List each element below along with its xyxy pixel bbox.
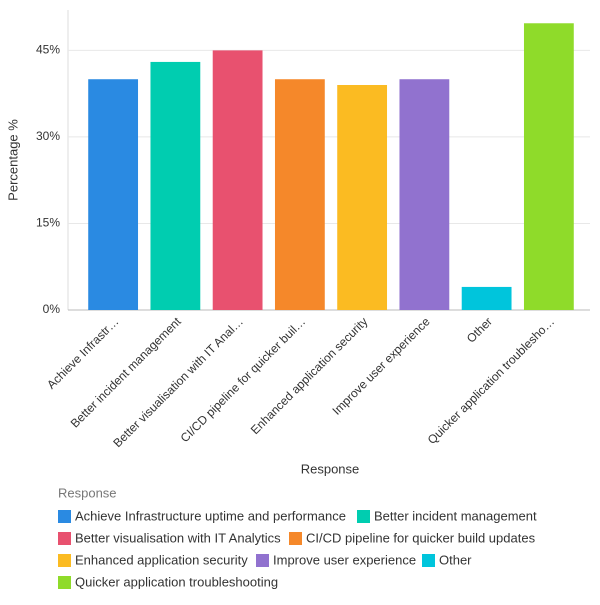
legend-swatch xyxy=(256,554,269,567)
x-tick-label: Better incident management xyxy=(68,314,184,430)
bar xyxy=(274,79,325,310)
legend-swatch xyxy=(289,532,302,545)
legend-label: Better incident management xyxy=(374,508,537,523)
legend-swatch xyxy=(58,532,71,545)
x-tick-label: Other xyxy=(464,314,495,345)
legend-title: Response xyxy=(58,485,117,500)
legend-swatch xyxy=(422,554,435,567)
bar xyxy=(212,50,263,311)
legend-label: Achieve Infrastructure uptime and perfor… xyxy=(75,508,346,523)
legend-label: Quicker application troubleshooting xyxy=(75,574,278,589)
bar xyxy=(150,61,201,310)
legend-swatch xyxy=(357,510,370,523)
legend-swatch xyxy=(58,576,71,589)
bar xyxy=(337,85,388,310)
bar xyxy=(399,79,450,310)
x-tick-label: Better visualisation with IT Anal… xyxy=(110,314,246,450)
y-axis-title: Percentage % xyxy=(5,119,20,201)
bar xyxy=(88,79,139,310)
legend-label: Enhanced application security xyxy=(75,552,248,567)
legend-label: Better visualisation with IT Analytics xyxy=(75,530,281,545)
legend-swatch xyxy=(58,510,71,523)
legend-label: CI/CD pipeline for quicker build updates xyxy=(306,530,536,545)
x-tick-label: Enhanced application security xyxy=(248,314,371,437)
bar xyxy=(461,286,512,310)
y-tick-label: 15% xyxy=(36,216,60,230)
x-axis-title: Response xyxy=(301,461,360,476)
x-tick-label: CI/CD pipeline for quicker buil… xyxy=(178,314,309,445)
legend-label: Improve user experience xyxy=(273,552,416,567)
y-tick-label: 45% xyxy=(36,43,60,57)
legend-swatch xyxy=(58,554,71,567)
y-tick-label: 0% xyxy=(43,302,61,316)
y-tick-label: 30% xyxy=(36,129,60,143)
bar xyxy=(523,23,574,311)
x-tick-label: Quicker application troublesho… xyxy=(425,314,558,447)
legend-label: Other xyxy=(439,552,472,567)
